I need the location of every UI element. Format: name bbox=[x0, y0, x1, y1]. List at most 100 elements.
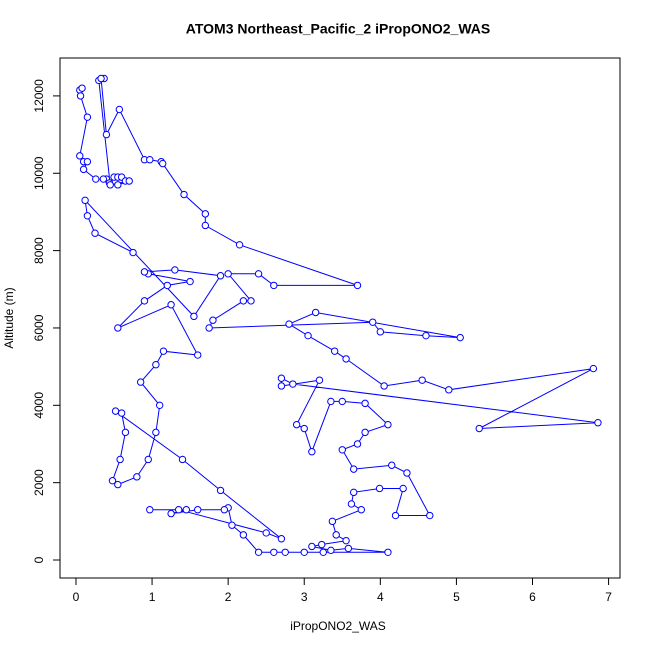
data-point bbox=[445, 386, 453, 394]
data-point bbox=[186, 277, 194, 286]
x-tick-label: 0 bbox=[73, 590, 80, 604]
data-point bbox=[254, 548, 263, 556]
x-tick-label: 7 bbox=[605, 590, 612, 604]
data-point bbox=[163, 281, 171, 290]
data-point bbox=[375, 484, 384, 493]
data-point bbox=[91, 229, 99, 237]
data-point bbox=[129, 248, 137, 257]
data-point bbox=[152, 361, 160, 369]
data-point bbox=[308, 542, 316, 551]
data-point bbox=[330, 347, 339, 355]
data-point bbox=[332, 531, 340, 539]
data-point bbox=[140, 297, 149, 305]
data-point bbox=[133, 473, 141, 481]
data-point bbox=[239, 297, 248, 305]
data-point bbox=[136, 378, 145, 386]
data-point bbox=[209, 316, 217, 324]
data-point bbox=[338, 446, 346, 454]
y-tick-label: 0 bbox=[32, 556, 46, 563]
data-point bbox=[99, 175, 108, 183]
data-point bbox=[146, 506, 154, 514]
x-tick-label: 6 bbox=[529, 590, 536, 604]
x-tick-label: 3 bbox=[301, 590, 308, 604]
data-point bbox=[328, 517, 337, 526]
data-point bbox=[201, 221, 210, 230]
plot-frame bbox=[59, 57, 621, 579]
data-point bbox=[357, 506, 366, 514]
data-point bbox=[216, 272, 225, 280]
data-point bbox=[152, 428, 160, 437]
data-point bbox=[144, 455, 152, 464]
data-point bbox=[97, 74, 105, 83]
data-point bbox=[117, 409, 126, 417]
data-point bbox=[384, 548, 392, 556]
data-point bbox=[239, 531, 248, 539]
data-point bbox=[353, 440, 362, 448]
data-point bbox=[327, 397, 335, 406]
data-point bbox=[79, 165, 88, 174]
data-point bbox=[180, 190, 188, 199]
x-axis-label: iPropONO2_WAS bbox=[290, 619, 386, 633]
data-point bbox=[114, 480, 122, 489]
x-tick-label: 2 bbox=[225, 590, 232, 604]
data-point bbox=[391, 511, 400, 520]
data-point bbox=[83, 157, 92, 166]
data-point bbox=[171, 266, 179, 274]
data-point bbox=[380, 382, 388, 390]
data-point bbox=[311, 308, 320, 317]
data-point bbox=[92, 175, 100, 183]
data-point bbox=[78, 84, 86, 92]
data-point bbox=[155, 401, 164, 410]
data-point bbox=[361, 428, 369, 437]
y-tick-label: 12000 bbox=[32, 79, 46, 113]
data-point bbox=[376, 328, 385, 336]
data-point bbox=[140, 268, 149, 276]
data-point bbox=[456, 333, 464, 342]
data-point bbox=[83, 113, 92, 121]
data-point bbox=[369, 318, 377, 326]
data-point bbox=[475, 424, 483, 433]
data-point bbox=[289, 380, 297, 388]
y-axis-label: Altitude (m) bbox=[2, 287, 16, 348]
data-point bbox=[300, 424, 308, 433]
data-point bbox=[388, 461, 396, 469]
data-point bbox=[220, 506, 229, 514]
data-point bbox=[304, 331, 312, 340]
data-point bbox=[114, 181, 122, 189]
y-tick-label: 2000 bbox=[32, 469, 46, 496]
data-point bbox=[589, 364, 598, 373]
data-point bbox=[194, 351, 202, 359]
data-point bbox=[319, 548, 327, 556]
data-point bbox=[347, 500, 356, 508]
data-point bbox=[292, 420, 301, 429]
data-point bbox=[116, 455, 124, 464]
data-point bbox=[108, 477, 117, 485]
data-line bbox=[79, 78, 598, 553]
data-point bbox=[399, 484, 407, 493]
x-tick-label: 1 bbox=[149, 590, 156, 604]
data-point bbox=[277, 382, 286, 390]
y-tick-label: 6000 bbox=[32, 314, 46, 341]
chart-title: ATOM3 Northeast_Pacific_2 iPropONO2_WAS bbox=[186, 21, 490, 37]
data-point bbox=[159, 159, 167, 168]
data-point bbox=[270, 281, 278, 290]
data-point bbox=[76, 152, 84, 160]
data-point bbox=[159, 347, 168, 355]
data-point bbox=[201, 210, 210, 218]
data-point bbox=[327, 546, 335, 555]
data-point bbox=[76, 92, 85, 100]
data-point bbox=[349, 488, 358, 497]
data-point bbox=[167, 509, 175, 518]
data-point bbox=[403, 469, 411, 477]
data-point bbox=[426, 511, 434, 520]
y-tick-label: 4000 bbox=[32, 392, 46, 419]
data-point bbox=[281, 548, 289, 556]
data-point bbox=[205, 324, 213, 332]
data-point bbox=[418, 376, 426, 384]
data-point bbox=[277, 535, 286, 543]
data-point bbox=[361, 399, 369, 408]
data-point bbox=[167, 301, 175, 309]
data-point bbox=[594, 419, 602, 427]
data-point bbox=[277, 374, 286, 382]
